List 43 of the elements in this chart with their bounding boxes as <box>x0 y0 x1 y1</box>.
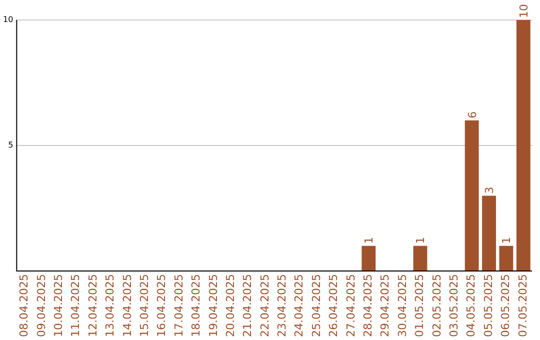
x-tick-label: 10.04.2025 <box>52 274 66 338</box>
x-tick-label: 18.04.2025 <box>190 274 203 338</box>
x-tick-label: 11.04.2025 <box>69 274 82 338</box>
x-tick-label: 30.04.2025 <box>396 274 409 338</box>
x-tick-label: 27.04.2025 <box>344 274 358 338</box>
x-tick-label: 23.04.2025 <box>276 274 289 338</box>
data-label: 1 <box>362 236 376 244</box>
x-tick-label: 12.04.2025 <box>86 274 100 338</box>
x-tick-label: 05.05.2025 <box>482 274 495 338</box>
bar <box>516 20 530 271</box>
x-tick-label: 28.04.2025 <box>362 274 375 338</box>
x-tick-label: 16.04.2025 <box>155 274 168 338</box>
x-tick-label: 20.04.2025 <box>224 274 237 338</box>
x-tick-label: 13.04.2025 <box>104 274 117 338</box>
data-label: 1 <box>414 236 428 244</box>
x-tick-label: 24.04.2025 <box>292 274 306 338</box>
x-tick-label: 26.04.2025 <box>327 274 340 338</box>
x-tick-label: 14.04.2025 <box>120 274 134 338</box>
data-label: 1 <box>500 236 514 244</box>
x-tick-label: 02.05.2025 <box>430 274 444 338</box>
x-tick-label: 04.05.2025 <box>464 274 478 338</box>
x-tick-label: 19.04.2025 <box>206 274 220 338</box>
x-tick-label: 03.05.2025 <box>447 274 460 338</box>
x-tick-label: 29.04.2025 <box>378 274 392 338</box>
x-tick-label: 01.05.2025 <box>413 274 426 338</box>
x-tick-label: 08.04.2025 <box>18 274 31 338</box>
x-tick-label: 15.04.2025 <box>138 274 151 338</box>
data-label: 6 <box>466 111 479 118</box>
data-label: 10 <box>517 4 530 18</box>
y-tick-label: 5 <box>8 140 14 150</box>
x-tick-label: 06.05.2025 <box>499 274 512 338</box>
x-tick-label: 21.04.2025 <box>241 274 254 338</box>
bar <box>413 246 428 271</box>
data-label: 3 <box>483 186 496 194</box>
x-tick-label: 09.04.2025 <box>34 274 48 338</box>
bar <box>464 120 479 271</box>
bar <box>362 246 376 271</box>
x-tick-label: 07.05.2025 <box>516 274 530 338</box>
x-tick-label: 25.04.2025 <box>310 274 323 338</box>
x-tick-label: 22.04.2025 <box>258 274 272 338</box>
bar <box>499 246 514 271</box>
x-tick-label: 17.04.2025 <box>172 274 186 338</box>
bar <box>482 196 496 271</box>
